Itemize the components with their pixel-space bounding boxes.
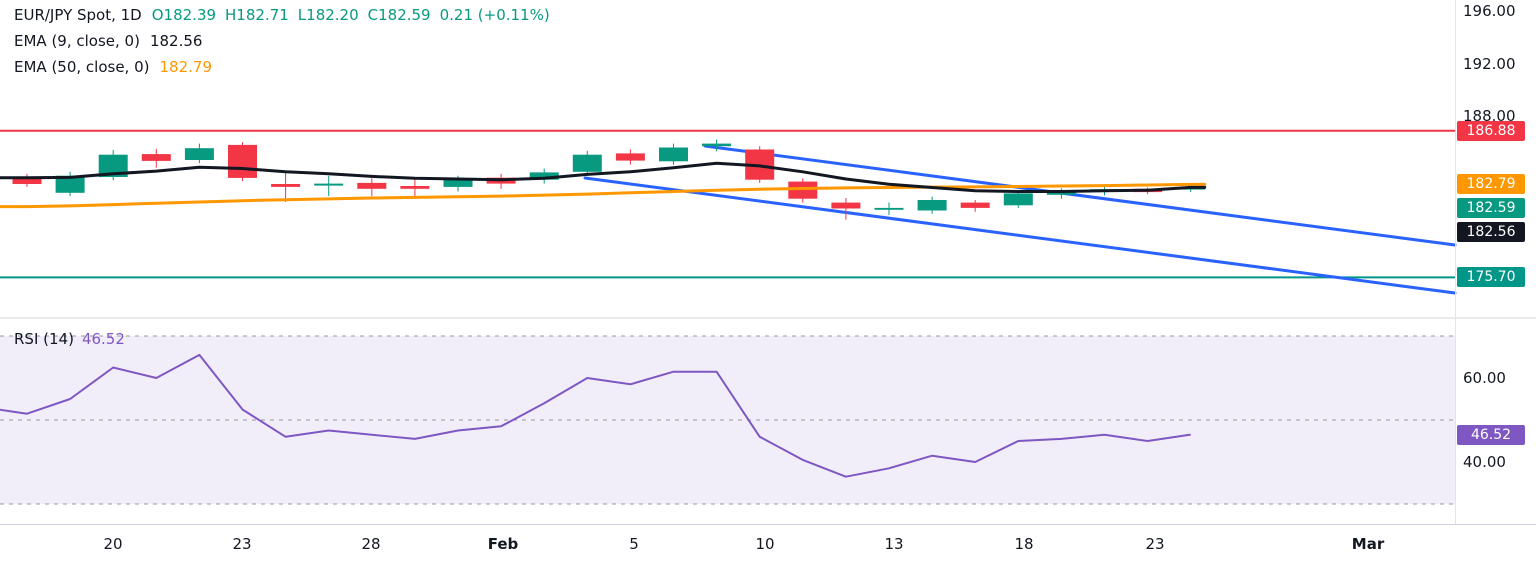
rsi-value-badge: 46.52 — [1457, 424, 1525, 445]
main-legend: EUR/JPY Spot, 1D O182.39 H182.71 L182.20 C1… — [14, 6, 550, 84]
rsi-tick-label: 60.00 — [1463, 369, 1506, 387]
trendline-1[interactable] — [703, 144, 1457, 247]
price-tick-label: 188.00 — [1463, 107, 1516, 125]
price-badge-support: 175.70 — [1457, 267, 1525, 288]
candle-down — [615, 153, 645, 161]
ohlc-high: H182.71 — [225, 6, 289, 24]
candle-down — [400, 186, 430, 189]
change-value: 0.21 (+0.11%) — [439, 6, 550, 24]
rsi-band — [0, 336, 1455, 504]
price-tick-label: 192.00 — [1463, 54, 1516, 73]
time-label: 20 — [103, 535, 123, 553]
symbol-legend-row[interactable]: EUR/JPY Spot, 1D O182.39 H182.71 L182.20 C1… — [14, 6, 550, 32]
candle-up — [98, 154, 128, 177]
candle-up — [1003, 193, 1033, 206]
candle-up — [55, 175, 85, 193]
rsi-line[interactable] — [0, 353, 1191, 478]
ema9-legend-row[interactable]: EMA (9, close, 0) 182.56 — [14, 32, 550, 58]
candle-up — [443, 179, 473, 187]
ema9-value: 182.56 — [149, 32, 203, 50]
candle-down — [831, 202, 861, 209]
rsi-legend-row[interactable]: RSI (14) 46.52 — [14, 330, 125, 356]
ema50-line[interactable] — [0, 182, 1207, 209]
candle-up — [314, 183, 344, 186]
ema9-line[interactable] — [0, 161, 1207, 193]
price-badge-last-price: 182.59 — [1457, 198, 1525, 219]
candle-down — [271, 184, 301, 187]
time-label: 28 — [361, 535, 381, 553]
candle-up — [702, 143, 732, 147]
candle-down — [141, 154, 171, 161]
price-tick-label: 196.00 — [1463, 2, 1516, 20]
ema50-legend-row[interactable]: EMA (50, close, 0) 182.79 — [14, 58, 550, 84]
candle-up — [874, 207, 904, 210]
candle-up — [659, 147, 688, 162]
symbol-title: EUR/JPY Spot, 1D — [14, 6, 142, 24]
time-label: 10 — [755, 535, 775, 553]
price-badge-resistance: 186.88 — [1457, 120, 1525, 141]
candle-down — [228, 144, 257, 178]
time-axis[interactable]: 20 23 28 Feb 5 10 13 18 23 Mar — [0, 524, 1536, 564]
candle-down — [357, 182, 387, 189]
ema50-label: EMA (50, close, 0) — [14, 58, 150, 76]
time-label: 18 — [1014, 535, 1034, 553]
ema50-value: 182.79 — [159, 58, 213, 76]
rsi-label: RSI (14) — [14, 330, 74, 348]
rsi-legend: RSI (14) 46.52 — [14, 330, 125, 356]
time-label: Feb — [487, 535, 519, 553]
time-label: 23 — [232, 535, 252, 553]
rsi-tick-label: 40.00 — [1463, 453, 1506, 471]
time-label: 13 — [884, 535, 904, 553]
candle-down — [788, 181, 818, 199]
candle-up — [917, 200, 947, 211]
candle-up — [572, 154, 602, 172]
price-badge-ema50: 182.79 — [1457, 174, 1525, 195]
ohlc-values: O182.39 H182.71 L182.20 C182.59 — [152, 6, 431, 24]
candle-up — [529, 172, 559, 180]
time-label: 23 — [1145, 535, 1165, 553]
ohlc-open: O182.39 — [151, 6, 217, 24]
candle-down — [960, 202, 990, 208]
price-badge-ema9: 182.56 — [1457, 222, 1525, 243]
candle-down — [12, 177, 42, 184]
price-axis[interactable]: 196.00 192.00 188.00 186.88 182.79 182.59 182.… — [1455, 0, 1536, 524]
ema9-label: EMA (9, close, 0) — [14, 32, 140, 50]
time-label: 5 — [629, 535, 639, 553]
candle-up — [184, 148, 214, 160]
trendline-2[interactable] — [583, 176, 1457, 295]
ohlc-close: C182.59 — [367, 6, 431, 24]
time-label: Mar — [1351, 535, 1385, 553]
rsi-value: 46.52 — [81, 330, 125, 348]
ohlc-low: L182.20 — [297, 6, 359, 24]
